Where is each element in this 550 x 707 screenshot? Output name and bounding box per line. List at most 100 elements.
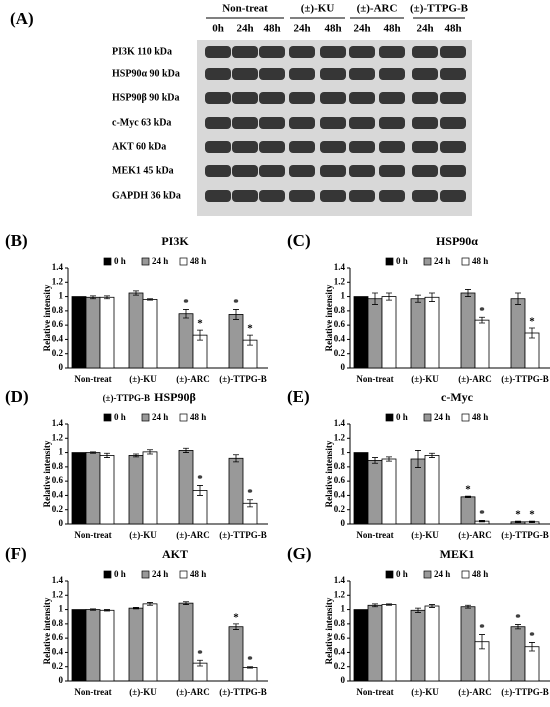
blot-band <box>349 141 375 153</box>
legend-swatch <box>141 257 150 266</box>
bar <box>178 313 194 369</box>
legend-label: 48 h <box>472 569 488 579</box>
blot-band <box>440 46 466 58</box>
lane-label: 24h <box>236 23 253 35</box>
bar <box>460 292 476 369</box>
legend-label: 0 h <box>114 256 126 266</box>
blot-band <box>440 190 466 202</box>
y-tick-label: 0 <box>59 362 64 372</box>
panel-label: (C) <box>287 231 311 250</box>
bar <box>424 455 440 525</box>
error-bar <box>386 603 392 606</box>
y-tick-label: 0.4 <box>52 646 64 656</box>
x-tick-label: (±)-TTPG-B <box>501 374 548 384</box>
y-tick-label: 0.8 <box>52 461 64 471</box>
bar <box>71 296 87 369</box>
y-tick-label: 0 <box>341 518 346 528</box>
lane-label: 48h <box>263 23 280 35</box>
x-tick-label: (±)-TTPG-B <box>501 530 548 540</box>
lane-label: 48h <box>383 23 400 35</box>
legend-swatch <box>385 413 394 422</box>
bar <box>424 296 440 369</box>
error-bar <box>247 334 253 346</box>
bar <box>242 667 258 682</box>
x-tick-label: Non-treat <box>74 374 111 384</box>
error-bar <box>133 607 139 610</box>
legend-label: 0 h <box>396 412 408 422</box>
y-axis-label: Relative intensity <box>324 440 334 507</box>
error-bar <box>529 327 535 339</box>
blot-band <box>289 190 315 202</box>
blot-band <box>289 68 315 80</box>
blot-band <box>232 190 258 202</box>
legend-swatch <box>461 413 470 422</box>
error-bar <box>429 292 435 302</box>
panel-label: (G) <box>287 544 312 563</box>
x-tick-label: (±)-TTPG-B <box>219 687 266 697</box>
bar <box>524 646 540 682</box>
panel-label: (F) <box>5 544 27 563</box>
panel-label: (B) <box>5 231 28 250</box>
error-bar <box>515 624 521 630</box>
bar <box>128 455 144 525</box>
blot-band <box>440 141 466 153</box>
y-tick-label: 1.2 <box>52 432 64 442</box>
y-tick-label: 1.4 <box>334 262 346 272</box>
blot-band <box>289 141 315 153</box>
x-tick-label: (±)-ARC <box>458 374 491 384</box>
blot-band <box>349 92 375 104</box>
x-tick-label: (±)-KU <box>129 374 157 384</box>
error-bar <box>104 452 110 458</box>
legend-label: 24 h <box>434 412 450 422</box>
y-tick-label: 0.8 <box>334 305 346 315</box>
error-bar <box>233 454 239 463</box>
blot-band <box>205 68 231 80</box>
blot-band <box>379 92 405 104</box>
error-bar <box>197 329 203 341</box>
error-bar <box>133 453 139 458</box>
x-tick-label: (±)-ARC <box>458 687 491 697</box>
blot-band <box>259 46 285 58</box>
chart-title: MEK1 <box>440 547 475 561</box>
significance-mark: * <box>529 316 535 328</box>
legend-label: 0 h <box>114 569 126 579</box>
bar <box>410 609 426 682</box>
x-tick-label: (±)-ARC <box>176 374 209 384</box>
bar <box>71 452 87 525</box>
bar <box>85 609 101 682</box>
legend-swatch <box>103 413 112 422</box>
group-label: Non-treat <box>222 3 268 15</box>
blot-band <box>320 46 346 58</box>
bar <box>474 319 490 369</box>
legend-label: 48 h <box>190 569 206 579</box>
error-bar <box>233 309 239 320</box>
bar <box>99 455 115 525</box>
lane-label: 48h <box>444 23 461 35</box>
error-bar <box>147 602 153 606</box>
bar <box>460 496 476 525</box>
chart-title: PI3K <box>161 234 189 248</box>
legend-swatch <box>179 257 188 266</box>
legend-label: 0 h <box>396 569 408 579</box>
y-tick-label: 0.2 <box>52 661 64 671</box>
bar <box>128 607 144 682</box>
blot-band <box>412 68 438 80</box>
y-tick-label: 1.4 <box>52 575 64 585</box>
legend-swatch <box>385 570 394 579</box>
blot-band <box>232 92 258 104</box>
significance-mark: * <box>197 473 203 485</box>
blot-band <box>349 190 375 202</box>
bar <box>460 606 476 682</box>
error-bar <box>104 609 110 612</box>
legend-swatch <box>103 570 112 579</box>
y-tick-label: 0.2 <box>334 504 346 514</box>
legend-swatch <box>179 570 188 579</box>
blot-band <box>205 190 231 202</box>
legend-label: 24 h <box>152 569 168 579</box>
error-bar <box>147 298 153 301</box>
blot-band <box>232 165 258 177</box>
significance-mark: * <box>233 297 239 309</box>
legend-swatch <box>103 257 112 266</box>
bar <box>228 457 244 525</box>
group-label: (±)-TTPG-B <box>410 3 469 15</box>
